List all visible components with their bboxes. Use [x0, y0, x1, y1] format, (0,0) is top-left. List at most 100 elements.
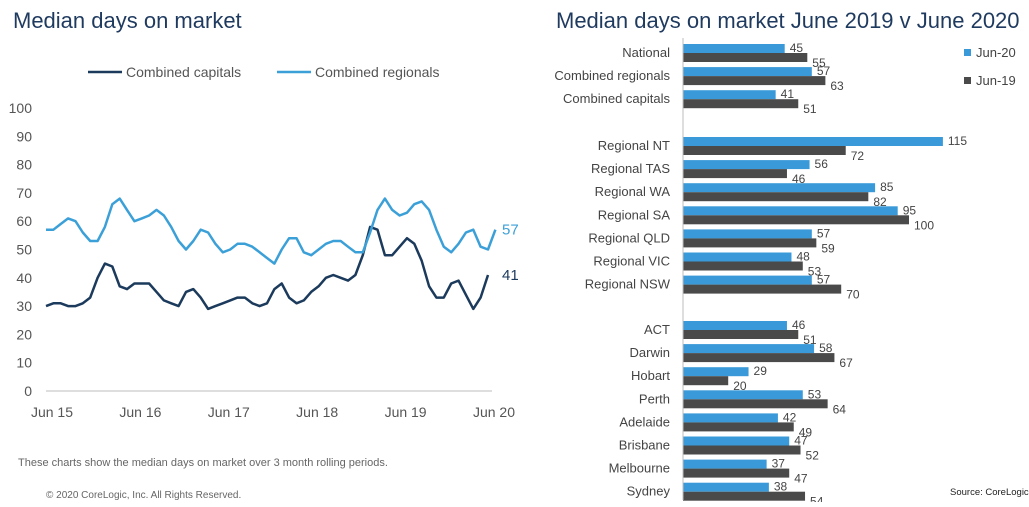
- bar-jun20: [683, 275, 812, 285]
- legend-label: Combined capitals: [126, 64, 241, 80]
- category-label: Regional WA: [595, 184, 671, 199]
- bar-jun19: [683, 53, 808, 62]
- bar-value-jun20: 53: [808, 387, 822, 401]
- bar-value-jun19: 49: [799, 425, 813, 439]
- x-tick-label: Jun 15: [31, 404, 73, 420]
- y-tick-label: 30: [16, 298, 32, 314]
- bar-jun20: [683, 367, 749, 377]
- bar-jun20: [683, 67, 812, 77]
- bar-value-jun19: 54: [810, 495, 824, 502]
- bar-value-jun19: 51: [803, 102, 817, 116]
- bar-value-jun20: 95: [903, 203, 917, 217]
- x-tick-label: Jun 18: [296, 404, 338, 420]
- bar-jun19: [683, 422, 794, 432]
- bar-jun19: [683, 146, 846, 155]
- bar-jun20: [683, 459, 767, 469]
- category-label: Darwin: [630, 345, 670, 360]
- bar-jun20: [683, 436, 790, 446]
- bar-jun19: [683, 491, 806, 501]
- bar-jun20: [683, 390, 803, 400]
- y-tick-label: 20: [16, 326, 32, 342]
- bar-value-jun19: 63: [830, 79, 844, 93]
- bar-jun19: [683, 376, 729, 386]
- bar-jun19: [683, 76, 826, 86]
- bar-jun19: [683, 261, 803, 271]
- y-tick-label: 80: [16, 157, 32, 173]
- chart-footnote: These charts show the median days on mar…: [18, 457, 388, 469]
- bar-jun19: [683, 468, 790, 478]
- bar-value-jun19: 46: [792, 172, 806, 186]
- category-label: Regional NT: [598, 138, 670, 153]
- copyright-notice: © 2020 CoreLogic, Inc. All Rights Reserv…: [46, 490, 242, 501]
- category-label: Regional SA: [598, 207, 671, 222]
- category-label: Combined capitals: [563, 91, 670, 106]
- series-end-label: 41: [502, 267, 519, 284]
- legend-label: Jun-19: [976, 73, 1016, 88]
- bar-value-jun20: 41: [781, 87, 795, 101]
- series-line: [46, 197, 497, 265]
- bar-jun19: [683, 192, 869, 202]
- bar-value-jun20: 46: [792, 318, 806, 332]
- bar-value-jun20: 37: [772, 457, 786, 471]
- bar-value-jun20: 57: [817, 64, 831, 78]
- bar-value-jun19: 53: [808, 265, 822, 279]
- category-label: Combined regionals: [554, 68, 670, 83]
- y-tick-label: 50: [16, 242, 32, 258]
- category-label: Adelaide: [619, 414, 670, 429]
- x-tick-label: Jun 19: [385, 404, 427, 420]
- x-tick-label: Jun 20: [473, 404, 515, 420]
- bar-value-jun20: 38: [774, 480, 788, 494]
- bar-value-jun20: 56: [815, 157, 829, 171]
- bar-jun20: [683, 413, 778, 423]
- category-label: Brisbane: [619, 438, 670, 453]
- bar-value-jun19: 59: [821, 241, 835, 255]
- bar-jun20: [683, 252, 792, 262]
- category-label: Perth: [639, 391, 670, 406]
- y-tick-label: 70: [16, 185, 32, 201]
- y-tick-label: 60: [16, 213, 32, 229]
- legend-label: Jun-20: [976, 45, 1016, 60]
- series-line: [45, 225, 490, 311]
- bar-value-jun20: 115: [948, 134, 967, 148]
- bar-jun19: [683, 238, 817, 248]
- bar-value-jun19: 100: [914, 218, 934, 232]
- bar-jun20: [683, 44, 785, 53]
- source-note: Source: CoreLogic: [950, 487, 1029, 498]
- y-tick-label: 0: [24, 383, 32, 399]
- y-tick-label: 90: [16, 128, 32, 144]
- y-tick-label: 10: [16, 355, 32, 371]
- category-label: National: [622, 45, 670, 60]
- bar-value-jun20: 58: [819, 341, 833, 355]
- category-label: ACT: [644, 322, 670, 337]
- category-label: Hobart: [631, 368, 670, 383]
- category-label: Sydney: [627, 484, 671, 499]
- category-label: Regional NSW: [585, 277, 671, 292]
- bar-value-jun20: 85: [880, 180, 894, 194]
- series-end-label: 57: [502, 222, 519, 239]
- x-tick-label: Jun 16: [119, 404, 161, 420]
- left-chart-title: Median days on market: [13, 8, 242, 33]
- x-tick-label: Jun 17: [208, 404, 250, 420]
- bar-value-jun19: 20: [733, 379, 747, 393]
- legend-swatch: [964, 77, 971, 84]
- bar-jun19: [683, 399, 828, 409]
- bar-jun20: [683, 482, 769, 492]
- line-chart: 0 10 20 30 40 50 60 70 80 90 100 Jun 15 Jun 16 Jun 17…: [9, 64, 519, 420]
- category-label: Regional VIC: [593, 254, 670, 269]
- bar-value-jun19: 82: [873, 195, 887, 209]
- right-chart-title: Median days on market June 2019 v June 2…: [556, 8, 1020, 33]
- category-label: Regional TAS: [591, 161, 670, 176]
- bar-value-jun19: 55: [812, 56, 826, 70]
- bar-value-jun20: 57: [817, 226, 831, 240]
- bar-jun20: [683, 206, 898, 216]
- category-label: Melbourne: [609, 461, 670, 476]
- bar-value-jun19: 52: [806, 449, 820, 463]
- bar-jun20: [683, 137, 943, 146]
- bar-value-jun20: 42: [783, 410, 797, 424]
- bar-value-jun19: 67: [839, 356, 853, 370]
- bar-jun20: [683, 183, 876, 193]
- bar-jun20: [683, 344, 815, 354]
- bar-jun19: [683, 99, 799, 109]
- y-tick-label: 40: [16, 270, 32, 286]
